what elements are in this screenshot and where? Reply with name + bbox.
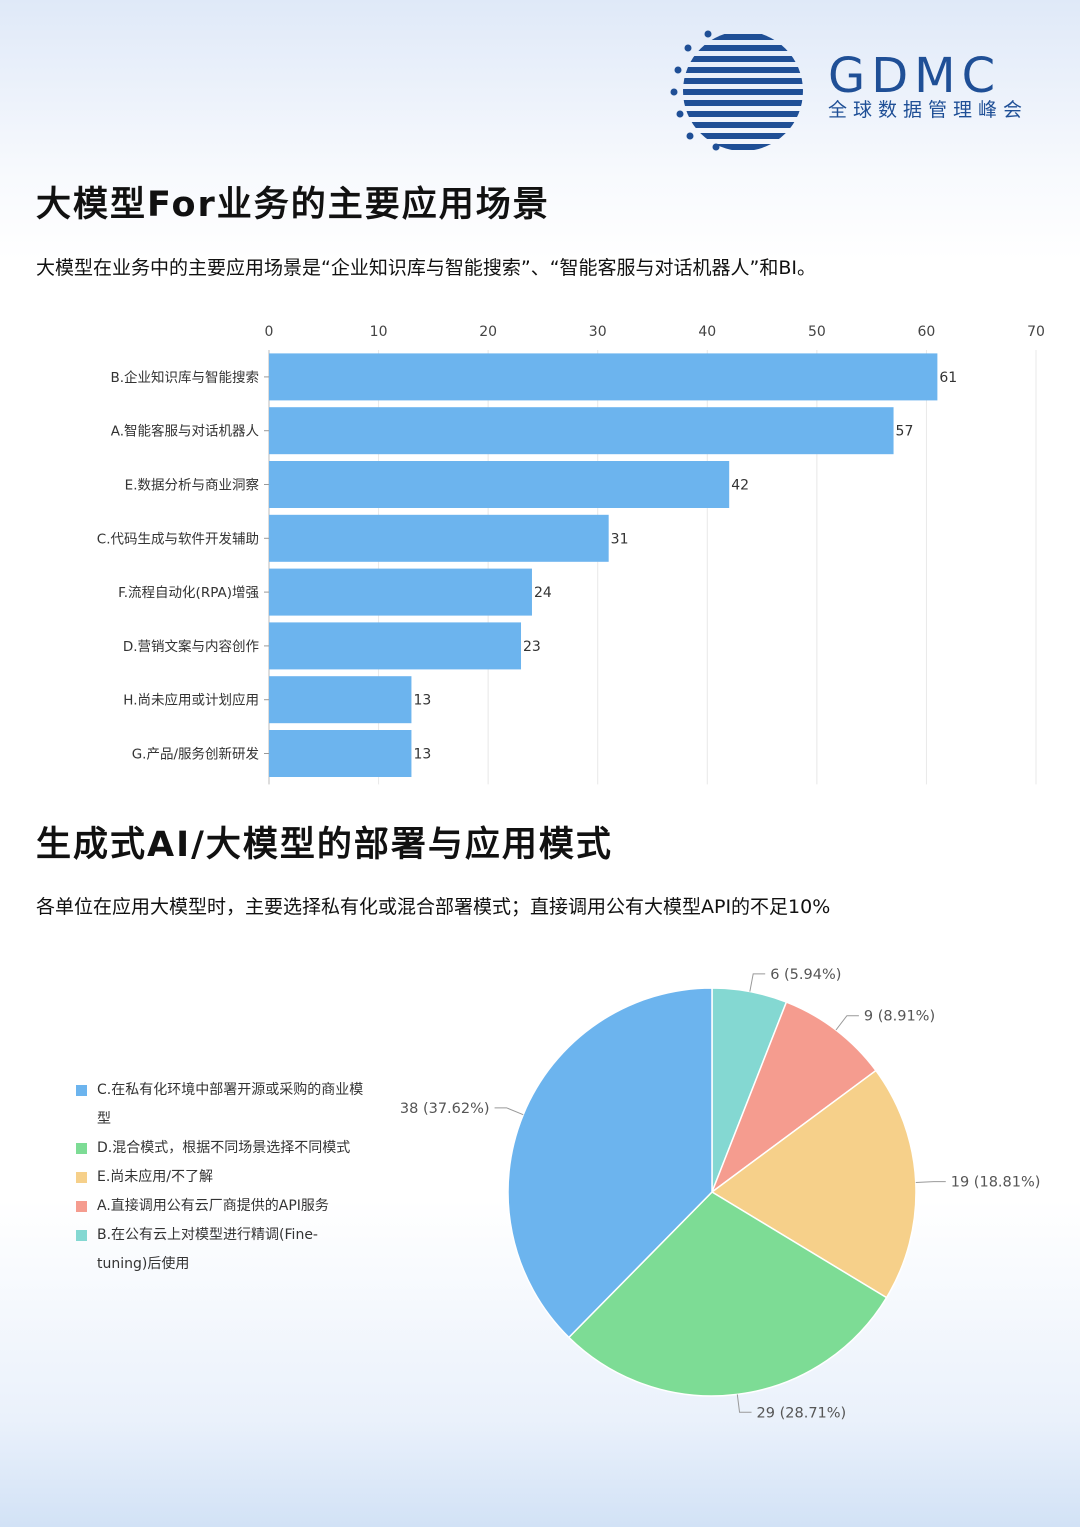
bar-category-label: B.企业知识库与智能搜索: [110, 369, 259, 386]
bar-x-tick-label: 70: [1027, 324, 1045, 340]
bar-category-label: A.智能客服与对话机器人: [111, 423, 260, 440]
legend-label: D.混合模式，根据不同场景选择不同模式: [97, 1140, 351, 1156]
gdmc-logo-mark: [670, 30, 803, 151]
pie-slice: [710, 1069, 917, 1299]
bar-x-tick-label: 30: [589, 324, 607, 340]
bar-x-tick-label: 50: [808, 324, 826, 340]
bar-mark: [269, 407, 894, 455]
pie-legend: C.在私有化环境中部署开源或采购的商业模型 D.混合模式，根据不同场景选择不同模式…: [76, 1076, 366, 1279]
bar-category-label: H.尚未应用或计划应用: [123, 692, 259, 709]
legend-swatch: [76, 1143, 87, 1154]
legend-item[interactable]: A.直接调用公有云厂商提供的API服务: [76, 1192, 366, 1221]
bar-data-label: 31: [611, 531, 629, 547]
pie-chart: 6 (5.94%) 9 (8.91%) 19 (18.81%) 29 (28.71%)…: [400, 967, 1041, 1421]
legend-swatch: [76, 1172, 87, 1183]
logo-wordmark: GDMC: [828, 48, 1002, 104]
pie-slice-label: 9 (8.91%): [864, 1009, 935, 1025]
bar-x-tick-label: 20: [479, 324, 497, 340]
pie-slice-label: 6 (5.94%): [770, 967, 841, 983]
pie-slice-label: 38 (37.62%): [400, 1101, 490, 1117]
pie-leader-line: [749, 973, 766, 992]
pie-slice: [507, 987, 713, 1339]
bar-mark: [269, 461, 730, 508]
bar-data-label: 13: [413, 747, 431, 763]
legend-item[interactable]: E.尚未应用/不了解: [76, 1163, 366, 1192]
legend-swatch: [76, 1201, 87, 1212]
bar-mark: [269, 514, 609, 562]
bar-category-labels: B.企业知识库与智能搜索 A.智能客服与对话机器人 E.数据分析与商业洞察 C.代码生…: [97, 369, 260, 763]
bar-x-ticks: 0 10 20 30 40 50 60 70: [265, 324, 1045, 340]
bar-mark: [269, 730, 412, 777]
section1-title: 大模型For业务的主要应用场景: [36, 185, 550, 225]
pie-leader-line: [915, 1181, 946, 1183]
legend-swatch: [76, 1085, 87, 1096]
bar-data-label: 13: [413, 693, 431, 709]
pie-leader-line: [736, 1394, 752, 1413]
bar-category-label: E.数据分析与商业洞察: [125, 477, 260, 494]
bar-mark: [269, 353, 938, 401]
legend-swatch: [76, 1230, 87, 1241]
pie-leader-line: [494, 1107, 524, 1116]
bar-data-label: 23: [523, 639, 541, 655]
bar-category-label: F.流程自动化(RPA)增强: [118, 585, 259, 601]
bar-data-label: 57: [896, 424, 914, 440]
bar-x-tick-label: 60: [918, 324, 936, 340]
pie-slices: [507, 987, 917, 1397]
bar-x-tick-label: 40: [698, 324, 716, 340]
pie-slice-label: 29 (28.71%): [757, 1405, 847, 1421]
legend-item[interactable]: D.混合模式，根据不同场景选择不同模式: [76, 1134, 366, 1163]
pie-labels: 6 (5.94%) 9 (8.91%) 19 (18.81%) 29 (28.71%)…: [400, 967, 1041, 1421]
bar-category-label: C.代码生成与软件开发辅助: [97, 531, 259, 547]
bar-data-label: 42: [731, 478, 749, 494]
bar-chart: 0 10 20 30 40 50 60 70 B.企业知识库与智能搜索 A.智能客服与对话机器人…: [97, 324, 1045, 785]
bar-mark: [269, 622, 522, 670]
section2-title: 生成式AI/大模型的部署与应用模式: [36, 825, 613, 865]
pie-slice: [567, 1191, 888, 1397]
legend-label: C.在私有化环境中部署开源或采购的商业模型: [97, 1082, 364, 1127]
bar-mark: [269, 676, 412, 724]
bar-category-label: D.营销文案与内容创作: [123, 638, 259, 655]
bar-bars: [269, 353, 938, 777]
bar-x-tick-label: 10: [370, 324, 388, 340]
section2-subtitle: 各单位在应用大模型时，主要选择私有化或混合部署模式；直接调用公有大模型API的不…: [36, 896, 831, 918]
bar-data-label: 24: [534, 585, 552, 601]
legend-label: E.尚未应用/不了解: [97, 1169, 214, 1185]
bar-data-label: 61: [939, 370, 957, 386]
legend-item[interactable]: B.在公有云上对模型进行精调(Fine-tuning)后使用: [76, 1221, 366, 1279]
pie-slice-label: 19 (18.81%): [951, 1175, 1041, 1191]
legend-label: B.在公有云上对模型进行精调(Fine-tuning)后使用: [97, 1227, 318, 1272]
logo-subtitle: 全球数据管理峰会: [828, 99, 1029, 121]
legend-label: A.直接调用公有云厂商提供的API服务: [97, 1198, 329, 1214]
bar-value-labels: 61 57 42 31 24 23 13 13: [413, 370, 957, 763]
section1-subtitle: 大模型在业务中的主要应用场景是“企业知识库与智能搜索”、“智能客服与对话机器人”…: [36, 257, 817, 279]
pie-leader-line: [835, 1015, 859, 1031]
bar-x-tick-label: 0: [265, 324, 274, 340]
bar-category-label: G.产品/服务创新研发: [132, 747, 260, 763]
pie-slice: [710, 1001, 877, 1195]
legend-item[interactable]: C.在私有化环境中部署开源或采购的商业模型: [76, 1076, 366, 1134]
bar-mark: [269, 568, 532, 616]
